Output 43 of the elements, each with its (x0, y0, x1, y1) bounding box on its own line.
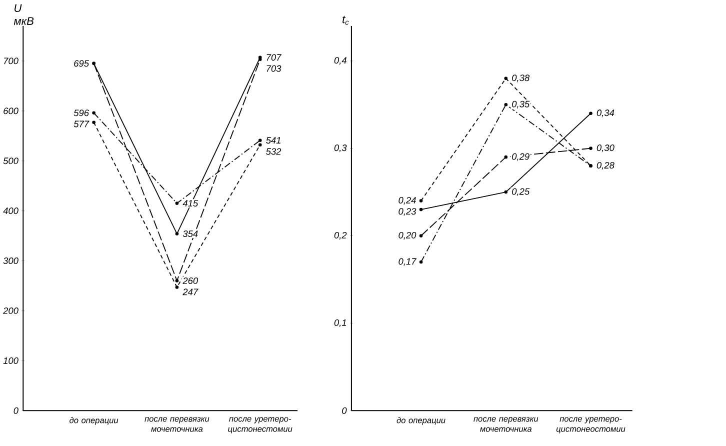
y-tick-label: 100 (3, 357, 18, 364)
data-label: 0,24 (398, 197, 416, 205)
y-tick-label: 200 (3, 308, 18, 314)
data-label: 577 (74, 120, 90, 128)
data-label: 532 (266, 148, 282, 155)
y-axis-title: U мкВ (14, 4, 34, 25)
x-tick-label: до операции (396, 417, 446, 425)
y-tick-label: 0 (342, 407, 347, 414)
data-label: 0,20 (398, 232, 416, 240)
y-tick-label: 700 (4, 58, 18, 64)
data-label: 0,23 (398, 208, 416, 216)
data-label: 0,35 (512, 100, 530, 109)
x-tick-label: после уретеро-цистонестомии (228, 417, 292, 434)
data-label: 0,29 (512, 153, 530, 161)
data-label: 247 (182, 288, 198, 296)
y-tick-label: 0 (14, 407, 18, 414)
y-tick-label: 600 (4, 108, 18, 114)
data-label: 695 (74, 60, 90, 67)
x-tick-label: после уретеро-цистонеостомии (556, 417, 626, 434)
data-label: 260 (182, 278, 198, 284)
y-tick-label: 0,4 (334, 57, 346, 65)
data-label: 0,28 (596, 162, 614, 170)
data-label: 0,30 (596, 144, 614, 152)
x-tick-label: после перевязки мочеточника (144, 417, 210, 432)
y-tick-label: 500 (3, 158, 18, 164)
data-label: 0,38 (512, 74, 530, 82)
data-label: 0,34 (596, 110, 614, 118)
y-axis-title: t$_{c}$ (342, 16, 349, 25)
data-label: 703 (266, 65, 282, 72)
y-tick-label: 0,2 (334, 232, 347, 240)
data-label: 354 (182, 230, 198, 238)
data-label: 707 (266, 54, 282, 61)
y-tick-label: 0,1 (334, 319, 346, 328)
y-tick-label: 300 (3, 258, 18, 264)
data-label: 415 (182, 200, 198, 207)
y-tick-label: 400 (3, 208, 18, 214)
data-label: 0,17 (398, 258, 417, 266)
data-label: 596 (74, 110, 90, 116)
x-tick-label: до операции (70, 417, 118, 425)
data-label: 0,25 (512, 188, 530, 196)
x-tick-label: после перевязки мочеточника (474, 417, 538, 432)
data-label: 541 (266, 137, 280, 144)
y-tick-label: 0,3 (334, 144, 347, 152)
